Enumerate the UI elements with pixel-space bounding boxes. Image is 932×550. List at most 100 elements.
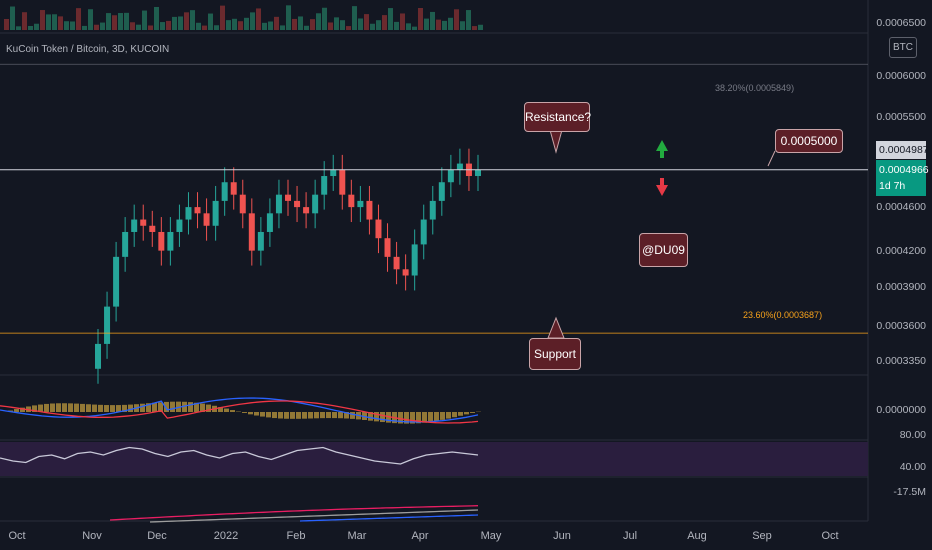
macd-histogram-bar <box>248 412 253 415</box>
rsi-line <box>0 446 479 465</box>
osc-line-gray <box>149 509 479 523</box>
volume-bar <box>160 22 165 30</box>
volume-bar <box>208 13 213 30</box>
x-label: Mar <box>347 530 367 542</box>
candle-body <box>375 219 382 239</box>
x-label: Nov <box>82 530 102 542</box>
candle-body <box>303 207 310 214</box>
rsi-band <box>0 442 868 476</box>
volume-bar <box>118 13 123 30</box>
resistance-callout[interactable]: Resistance? <box>524 102 591 132</box>
candle-body <box>257 231 264 251</box>
macd-histogram-bar <box>398 412 403 424</box>
macd-histogram-bar <box>386 412 391 423</box>
rsi-lower-label: 40.00 <box>899 461 926 473</box>
candle-body <box>348 194 355 208</box>
candle-body <box>294 200 301 208</box>
symbol-title: KuCoin Token / Bitcoin, 3D, KUCOIN <box>6 44 170 55</box>
macd-histogram-bar <box>470 412 475 413</box>
candle-body <box>104 306 111 344</box>
macd-histogram-bar <box>284 412 289 419</box>
macd-histogram-bar <box>308 412 313 419</box>
candle-body <box>248 213 255 251</box>
volume-bar <box>184 12 189 30</box>
volume-bar <box>286 5 291 30</box>
macd-histogram-bar <box>14 409 19 412</box>
macd-histogram-bar <box>458 412 463 416</box>
macd-histogram-bar <box>194 402 199 412</box>
volume-bar <box>328 22 333 30</box>
macd-histogram-bar <box>164 401 169 412</box>
currency-badge[interactable]: BTC <box>889 37 917 58</box>
macd-histogram-bar <box>230 410 235 412</box>
macd-histogram-bar <box>140 403 145 412</box>
candle-body <box>113 256 120 307</box>
macd-histogram-bar <box>32 405 37 412</box>
macd-histogram-bar <box>374 412 379 422</box>
volume-bar <box>226 20 231 30</box>
candle-body <box>122 231 129 257</box>
author-callout[interactable]: @DU09 <box>639 233 688 267</box>
volume-bar <box>130 22 135 30</box>
macd-histogram-bar <box>368 412 373 421</box>
volume-bar <box>256 8 261 30</box>
macd-histogram-bar <box>272 412 277 419</box>
level-callout[interactable]: 0.0005000 <box>775 129 843 153</box>
candle-body <box>167 231 174 251</box>
volume-bar <box>106 13 111 30</box>
volume-bar <box>388 8 393 30</box>
candle-body <box>149 225 156 232</box>
macd-histogram-bar <box>80 403 85 412</box>
macd-histogram-bar <box>170 401 175 412</box>
candle-body <box>158 231 165 251</box>
macd-histogram-bar <box>440 412 445 420</box>
volume-bar <box>370 23 375 30</box>
macd-histogram-bar <box>152 402 157 412</box>
volume-bar <box>442 20 447 30</box>
candle-body <box>357 200 364 208</box>
candle-body <box>140 219 147 226</box>
candle-body <box>275 194 282 214</box>
volume-bar <box>424 18 429 30</box>
volume-osc-pane <box>109 505 479 523</box>
y-label: 0.0003350 <box>876 355 926 367</box>
volume-bar <box>430 11 435 30</box>
macd-histogram-bar <box>74 403 79 412</box>
support-callout[interactable]: Support <box>529 338 581 370</box>
volume-bar <box>238 21 243 30</box>
candle-body <box>475 169 481 177</box>
candle-body <box>312 194 319 214</box>
volume-bar <box>142 10 147 30</box>
osc-line-blue <box>299 514 479 522</box>
candle-body <box>203 213 210 226</box>
x-label: Jul <box>622 530 638 542</box>
fib-38-label: 38.20%(0.0005849) <box>715 83 795 93</box>
candle-body <box>221 182 228 201</box>
macd-histogram-bar <box>404 412 409 424</box>
osc-label: -17.5M <box>893 486 926 498</box>
volume-bar <box>244 17 249 30</box>
candle-body <box>429 200 436 220</box>
candle-body <box>393 256 400 270</box>
macd-histogram-bar <box>266 412 271 418</box>
volume-bar <box>436 19 441 30</box>
x-label: Jun <box>553 530 571 542</box>
volume-bar <box>124 12 129 30</box>
macd-histogram-bar <box>422 412 427 423</box>
volume-bars <box>4 5 483 31</box>
candle-body <box>230 182 237 195</box>
volume-bar <box>448 17 453 30</box>
y-label: 0.0006000 <box>876 70 926 82</box>
volume-bar <box>352 6 357 31</box>
macd-histogram-bar <box>116 405 121 412</box>
macd-histogram-bar <box>416 412 421 424</box>
overlays <box>0 63 868 339</box>
candle-body <box>212 200 219 226</box>
macd-histogram-bar <box>332 412 337 419</box>
volume-bar <box>406 23 411 30</box>
volume-bar <box>364 14 369 30</box>
candle-body <box>411 244 418 276</box>
volume-bar <box>334 17 339 30</box>
macd-zero-label: 0.0000000 <box>876 404 926 416</box>
macd-histogram-bar <box>446 412 451 419</box>
